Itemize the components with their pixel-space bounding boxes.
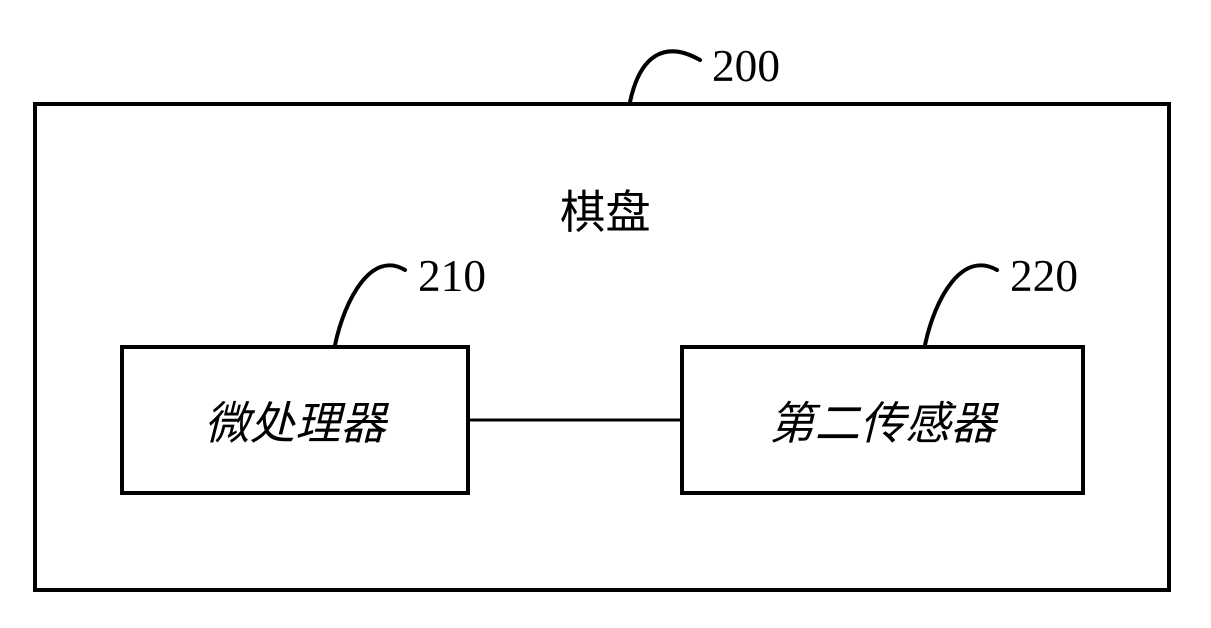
diagram-canvas: 棋盘 200 微处理器 210 第二传感器 220	[0, 0, 1211, 628]
box-microprocessor: 微处理器	[120, 345, 470, 495]
outer-box-title: 棋盘	[560, 176, 651, 242]
outer-box-ref-200: 200	[712, 40, 780, 92]
ref-label-220: 220	[1010, 250, 1078, 302]
box-second-sensor: 第二传感器	[680, 345, 1085, 495]
leader-200	[630, 51, 700, 102]
box-microprocessor-label: 微处理器	[204, 387, 385, 453]
ref-label-210: 210	[418, 250, 486, 302]
box-second-sensor-label: 第二传感器	[769, 387, 996, 453]
